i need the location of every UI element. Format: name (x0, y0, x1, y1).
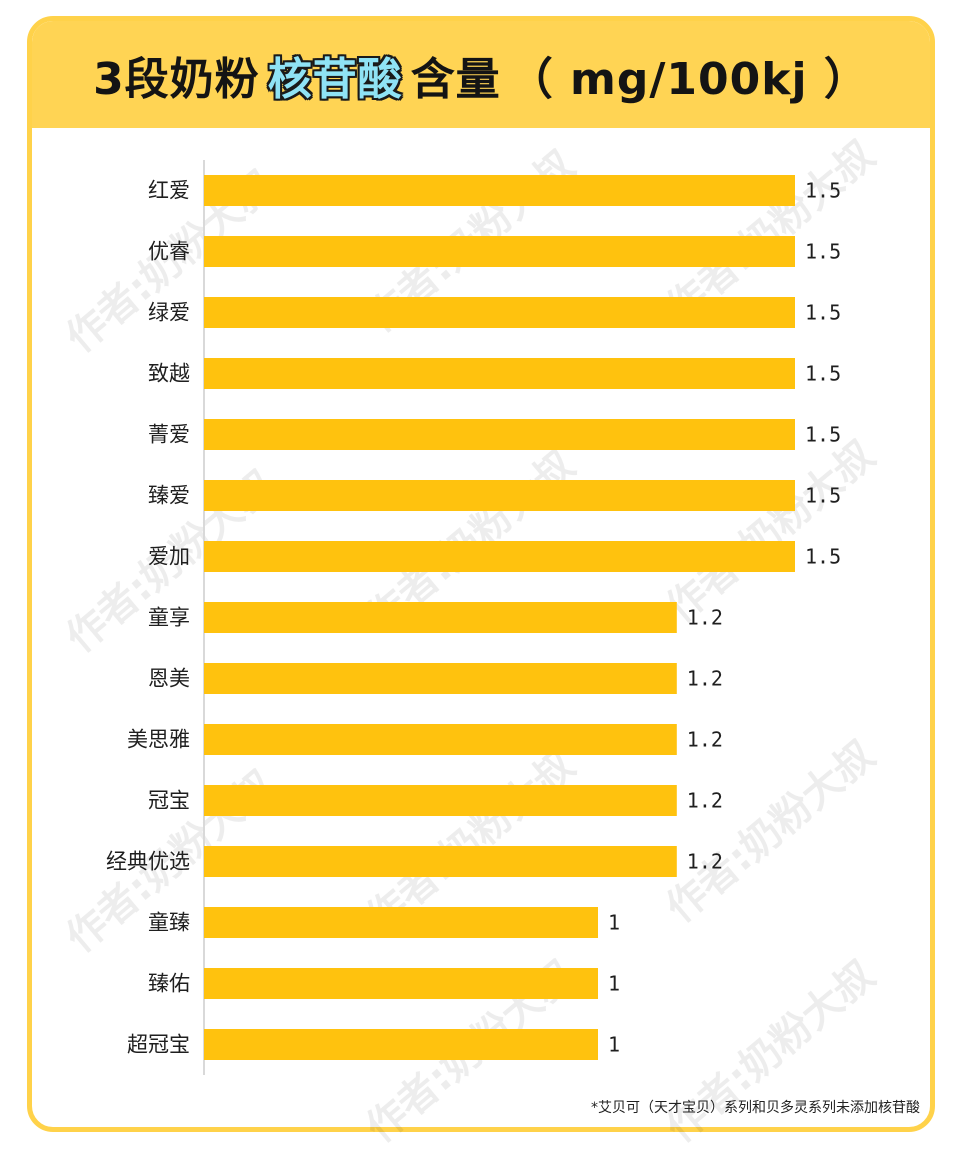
category-label: 菁爱 (148, 423, 190, 447)
bar (204, 663, 677, 694)
bar (204, 785, 677, 816)
value-label: 1.5 (805, 179, 841, 203)
value-label: 1 (608, 911, 620, 935)
bar (204, 1029, 598, 1060)
value-label: 1.5 (805, 301, 841, 325)
bar (204, 541, 795, 572)
bar (204, 907, 598, 938)
category-label: 恩美 (148, 667, 190, 691)
category-label: 童享 (148, 606, 190, 630)
category-label: 超冠宝 (127, 1033, 190, 1057)
bar (204, 602, 677, 633)
title-unit: （ mg/100kj ） (508, 53, 869, 105)
value-label: 1.5 (805, 240, 841, 264)
category-label: 致越 (148, 362, 190, 386)
bar (204, 968, 598, 999)
category-label: 臻佑 (148, 972, 190, 996)
title-highlight: 核苷酸 (267, 53, 403, 105)
category-label: 臻爱 (148, 484, 190, 508)
title-band (32, 21, 930, 128)
value-label: 1.2 (687, 667, 723, 691)
title-prefix: 3段奶粉 (93, 53, 260, 105)
bar (204, 419, 795, 450)
footnote: *艾贝可（天才宝贝）系列和贝多灵系列未添加核苷酸 (591, 1100, 920, 1116)
value-label: 1 (608, 972, 620, 996)
bar (204, 358, 795, 389)
value-label: 1.5 (805, 545, 841, 569)
value-label: 1.5 (805, 362, 841, 386)
category-label: 优睿 (148, 240, 190, 264)
bar (204, 175, 795, 206)
value-label: 1.5 (805, 484, 841, 508)
value-label: 1.2 (687, 728, 723, 752)
bar (204, 846, 677, 877)
bar (204, 724, 677, 755)
title-suffix: 含量 (410, 53, 501, 105)
chart-title: 3段奶粉 核苷酸 含量 （ mg/100kj ） (32, 21, 930, 128)
value-label: 1.2 (687, 850, 723, 874)
category-label: 爱加 (148, 545, 190, 569)
category-label: 童臻 (148, 911, 190, 935)
category-label: 冠宝 (148, 789, 190, 813)
category-label: 经典优选 (106, 850, 190, 874)
bar (204, 297, 795, 328)
bar (204, 480, 795, 511)
category-label: 绿爱 (148, 301, 190, 325)
value-label: 1.2 (687, 606, 723, 630)
bar (204, 236, 795, 267)
category-label: 红爱 (148, 179, 190, 203)
category-label: 美思雅 (127, 728, 190, 752)
value-label: 1 (608, 1033, 620, 1057)
value-label: 1.5 (805, 423, 841, 447)
value-label: 1.2 (687, 789, 723, 813)
